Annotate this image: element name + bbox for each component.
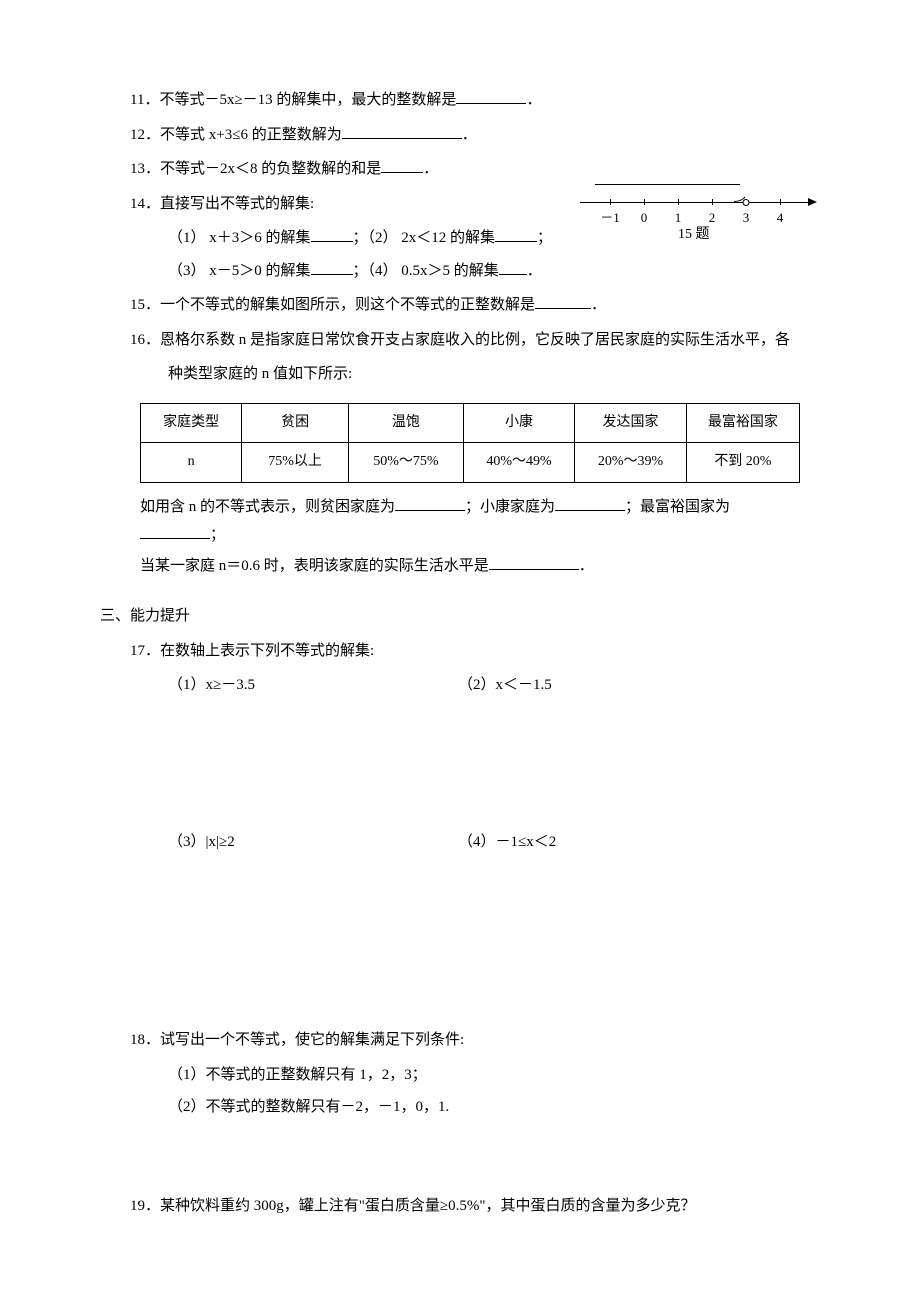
q16-3b: ． bbox=[579, 558, 594, 574]
q16-2c: ；最富裕国家为 bbox=[625, 499, 730, 515]
q17-p4: （4）－1≤x bbox=[458, 834, 534, 850]
q16-3a: 当某一家庭 n＝0.6 时，表明该家庭的实际生活水平是 bbox=[140, 558, 489, 574]
q17-p3-wrap: （3）|x|≥2 bbox=[168, 828, 458, 857]
q17-p3: （3） bbox=[168, 834, 206, 850]
q13-blank bbox=[381, 157, 423, 173]
question-12: 12．不等式 x+3≤6 的正整数解为 ． bbox=[100, 121, 800, 150]
tick-mark bbox=[712, 199, 713, 205]
q17-p4b: ＜2 bbox=[534, 834, 557, 850]
workspace-18 bbox=[100, 1126, 800, 1186]
q16-blank2 bbox=[555, 495, 625, 511]
section-3-title: 三、能力提升 bbox=[100, 602, 800, 631]
q12-blank bbox=[342, 123, 462, 139]
tick-label: 0 bbox=[641, 206, 648, 231]
q16-2a: 如用含 n 的不等式表示，则贫困家庭为 bbox=[140, 499, 395, 515]
q18-p2b: ，0，1. bbox=[401, 1099, 450, 1115]
question-16-line3: 当某一家庭 n＝0.6 时，表明该家庭的实际生活水平是 ． bbox=[100, 552, 800, 581]
q18-p2-wrap: （2）不等式的整数解只有－2，－1，0，1. bbox=[100, 1093, 800, 1122]
question-13: 13．不等式－2x＜8 的负整数解的和是 ． bbox=[100, 155, 800, 184]
table-data-cell: 75%以上 bbox=[242, 443, 349, 483]
q18-p1: （1）不等式的正整数解只有 1，2，3； bbox=[100, 1061, 800, 1090]
numberline-solution-curve bbox=[595, 184, 745, 202]
engel-table: 家庭类型贫困温饱小康发达国家最富裕国家 n75%以上50%～75%40%～49%… bbox=[140, 403, 800, 483]
question-14-row2: （3） x－5＞0 的解集 ；（4） 0.5x＞5 的解集 ． bbox=[100, 257, 800, 286]
q16-blank3 bbox=[140, 523, 210, 539]
q16-blank1 bbox=[395, 495, 465, 511]
table-header-cell: 温饱 bbox=[349, 403, 464, 443]
period: ． bbox=[526, 92, 541, 108]
tick-mark bbox=[610, 199, 611, 205]
question-11: 11．不等式－5x≥－13 的解集中，最大的整数解是 ． bbox=[100, 86, 800, 115]
q17-abs: |x| bbox=[206, 834, 220, 850]
table-data-cell: 40%～49% bbox=[463, 443, 575, 483]
q17-p4-wrap: （4）－1≤x＜2 bbox=[458, 828, 556, 857]
question-16-line1b: 种类型家庭的 n 值如下所示: bbox=[100, 360, 800, 389]
q14-1c: ； bbox=[537, 230, 552, 246]
q13-text: 13．不等式－2x＜8 的负整数解的和是 bbox=[130, 161, 381, 177]
table-header-cell: 最富裕国家 bbox=[686, 403, 799, 443]
q15-blank bbox=[535, 293, 591, 309]
q14-blank2 bbox=[495, 226, 537, 242]
q14-blank3 bbox=[311, 259, 353, 275]
table-data-cell: 20%～39% bbox=[575, 443, 687, 483]
tick-label: 4 bbox=[777, 206, 784, 231]
period: ． bbox=[423, 161, 438, 177]
q17-p3b: ≥2 bbox=[219, 834, 235, 850]
table-header-cell: 家庭类型 bbox=[141, 403, 242, 443]
q14-2c: ． bbox=[527, 263, 542, 279]
q16-2b: ；小康家庭为 bbox=[465, 499, 555, 515]
open-circle-icon bbox=[743, 199, 750, 206]
question-17-row1: （1）x≥－3.5 （2）x＜－1.5 bbox=[100, 671, 800, 700]
q14-blank1 bbox=[311, 226, 353, 242]
q18-p2: （2）不等式的整数解只有－2，－1 bbox=[168, 1099, 401, 1115]
q12-text: 12．不等式 x+3≤6 的正整数解为 bbox=[130, 127, 342, 143]
arrowhead-icon bbox=[808, 198, 817, 206]
q16-blank4 bbox=[489, 554, 579, 570]
workspace-17b bbox=[100, 860, 800, 1020]
question-16-line2: 如用含 n 的不等式表示，则贫困家庭为 ；小康家庭为 ；最富裕国家为 ； bbox=[100, 493, 800, 550]
table-data-row: n75%以上50%～75%40%～49%20%～39%不到 20% bbox=[141, 443, 800, 483]
question-17-row2: （3）|x|≥2 （4）－1≤x＜2 bbox=[100, 828, 800, 857]
table-data-cell: 不到 20% bbox=[686, 443, 799, 483]
table-data-cell: 50%～75% bbox=[349, 443, 464, 483]
period: ． bbox=[462, 127, 477, 143]
q16-2d: ； bbox=[210, 527, 225, 543]
question-15: 15．一个不等式的解集如图所示，则这个不等式的正整数解是 ． bbox=[100, 291, 800, 320]
q17-p1: （1）x≥－3.5 bbox=[168, 671, 458, 700]
table-row-label: n bbox=[141, 443, 242, 483]
numberline-axis bbox=[580, 202, 810, 203]
tick-mark bbox=[678, 199, 679, 205]
question-19: 19．某种饮料重约 300g，罐上注有"蛋白质含量≥0.5%"，其中蛋白质的含量… bbox=[100, 1192, 800, 1221]
tick-label: 2 bbox=[709, 206, 716, 231]
curve-line bbox=[595, 184, 740, 185]
q14-1b: ；（2） 2x＜12 的解集 bbox=[353, 230, 496, 246]
q14-blank4 bbox=[499, 259, 527, 275]
question-18-head: 18．试写出一个不等式，使它的解集满足下列条件: bbox=[100, 1026, 800, 1055]
tick-label: 3 bbox=[743, 206, 750, 231]
q11-text: 11．不等式－5x≥－13 的解集中，最大的整数解是 bbox=[130, 92, 456, 108]
workspace-17a bbox=[100, 704, 800, 824]
table-header-cell: 贫困 bbox=[242, 403, 349, 443]
tick-label: －1 bbox=[600, 206, 620, 231]
q14-1a: （1） x＋3＞6 的解集 bbox=[168, 230, 311, 246]
question-16-line1: 16．恩格尔系数 n 是指家庭日常饮食开支占家庭收入的比例，它反映了居民家庭的实… bbox=[100, 326, 800, 355]
q14-2a: （3） x－5＞0 的解集 bbox=[168, 263, 311, 279]
figure-caption: 15 题 bbox=[678, 222, 710, 249]
tick-mark bbox=[780, 199, 781, 205]
q15-text: 15．一个不等式的解集如图所示，则这个不等式的正整数解是 bbox=[130, 297, 535, 313]
table-header-row: 家庭类型贫困温饱小康发达国家最富裕国家 bbox=[141, 403, 800, 443]
q11-blank bbox=[456, 88, 526, 104]
table-header-cell: 发达国家 bbox=[575, 403, 687, 443]
numberline-figure: －101234 15 题 bbox=[580, 184, 830, 244]
tick-mark bbox=[644, 199, 645, 205]
question-14-wrap: 14．直接写出不等式的解集: （1） x＋3＞6 的解集；（2） 2x＜12 的… bbox=[100, 190, 800, 286]
q17-p2: （2）x＜－1.5 bbox=[458, 671, 552, 700]
question-17-head: 17．在数轴上表示下列不等式的解集: bbox=[100, 637, 800, 666]
table-header-cell: 小康 bbox=[463, 403, 575, 443]
period: ． bbox=[591, 297, 606, 313]
q14-2b: ；（4） 0.5x＞5 的解集 bbox=[353, 263, 499, 279]
